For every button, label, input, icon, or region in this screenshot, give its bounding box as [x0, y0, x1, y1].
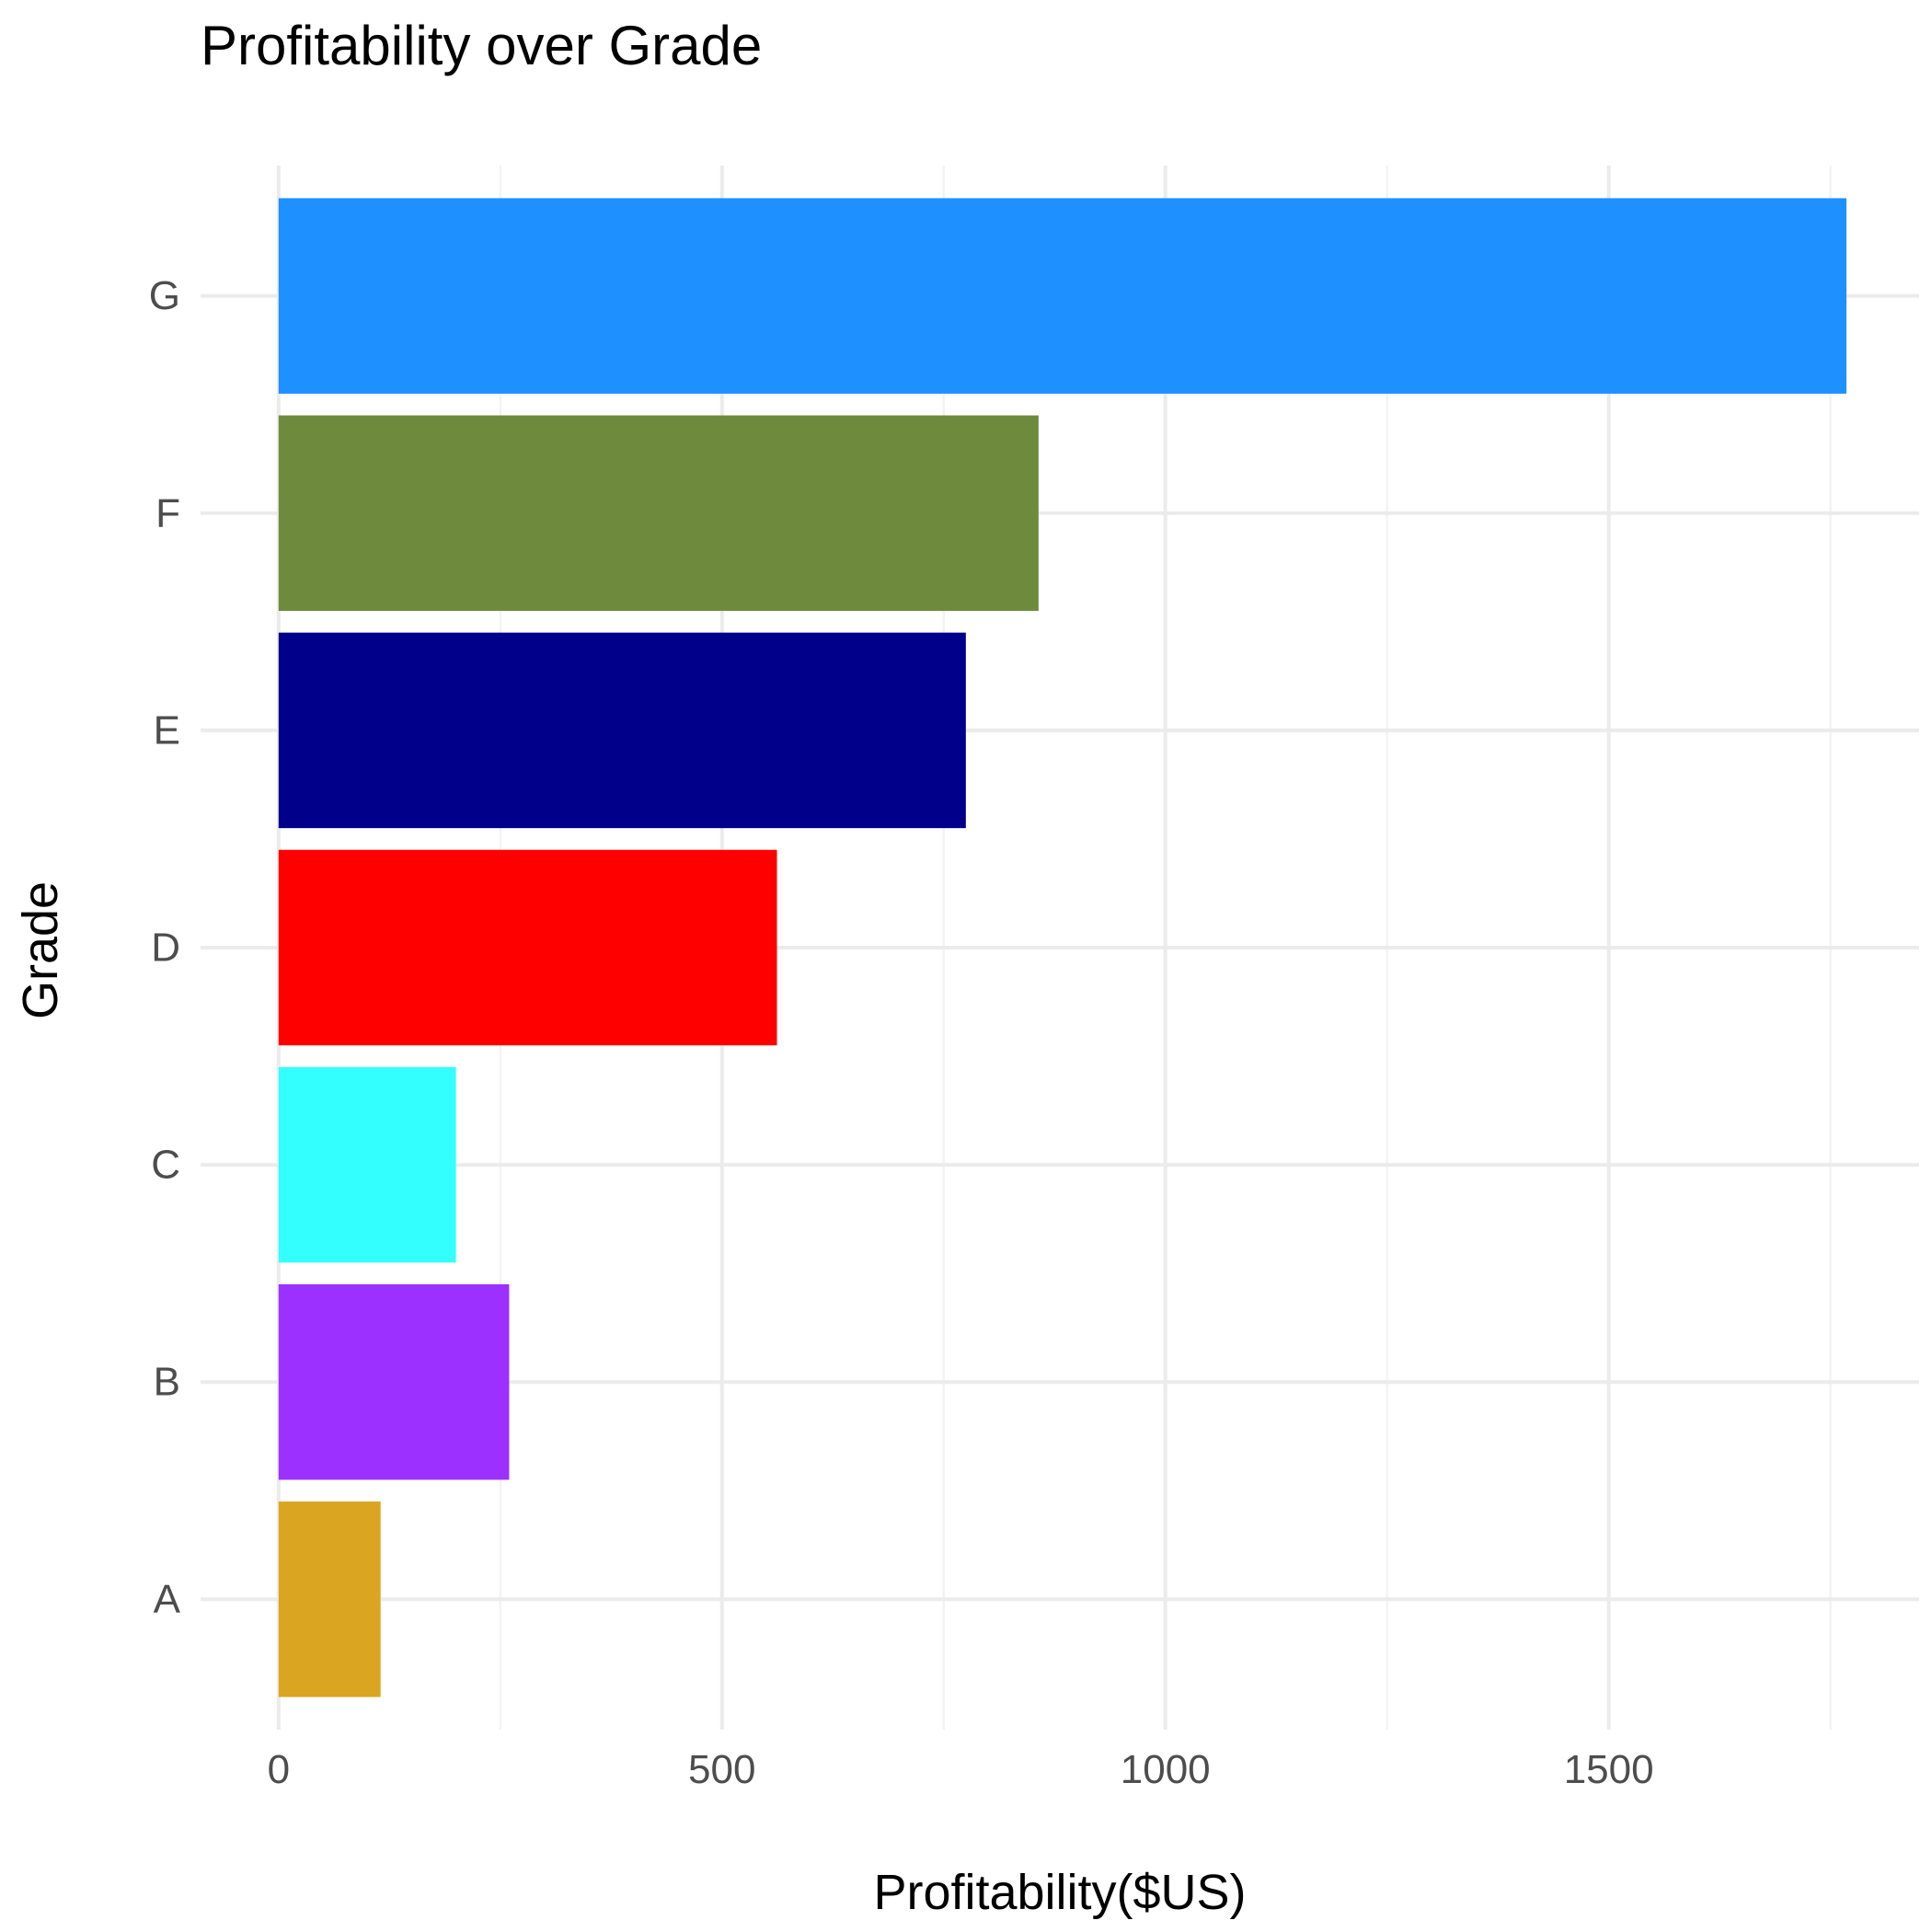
bar-e: [278, 632, 966, 829]
bar-c: [278, 1066, 456, 1263]
y-tick-label-c: C: [151, 1143, 180, 1188]
y-tick-label-d: D: [151, 926, 180, 971]
y-axis-tick-labels: A B C D E F G: [149, 273, 181, 1622]
bar-a: [278, 1501, 381, 1697]
y-tick-label-b: B: [154, 1360, 180, 1405]
x-axis-tick-labels: 0 500 1000 1500: [268, 1747, 1654, 1792]
x-tick-label-500: 500: [688, 1747, 755, 1792]
x-tick-label-1000: 1000: [1121, 1747, 1211, 1792]
y-axis-title: Grade: [13, 881, 68, 1019]
x-tick-label-0: 0: [268, 1747, 290, 1792]
x-tick-label-1500: 1500: [1564, 1747, 1654, 1792]
x-axis-title: Profitability($US): [873, 1865, 1246, 1920]
y-tick-label-f: F: [155, 490, 180, 535]
y-tick-label-a: A: [154, 1577, 181, 1622]
y-tick-label-g: G: [149, 273, 180, 318]
bar-b: [278, 1283, 510, 1480]
y-tick-label-e: E: [154, 707, 180, 753]
bar-g: [278, 198, 1846, 394]
bar-f: [278, 415, 1039, 612]
bars: [278, 198, 1846, 1697]
bar-d: [278, 849, 777, 1046]
chart-title: Profitability over Grade: [201, 15, 762, 76]
